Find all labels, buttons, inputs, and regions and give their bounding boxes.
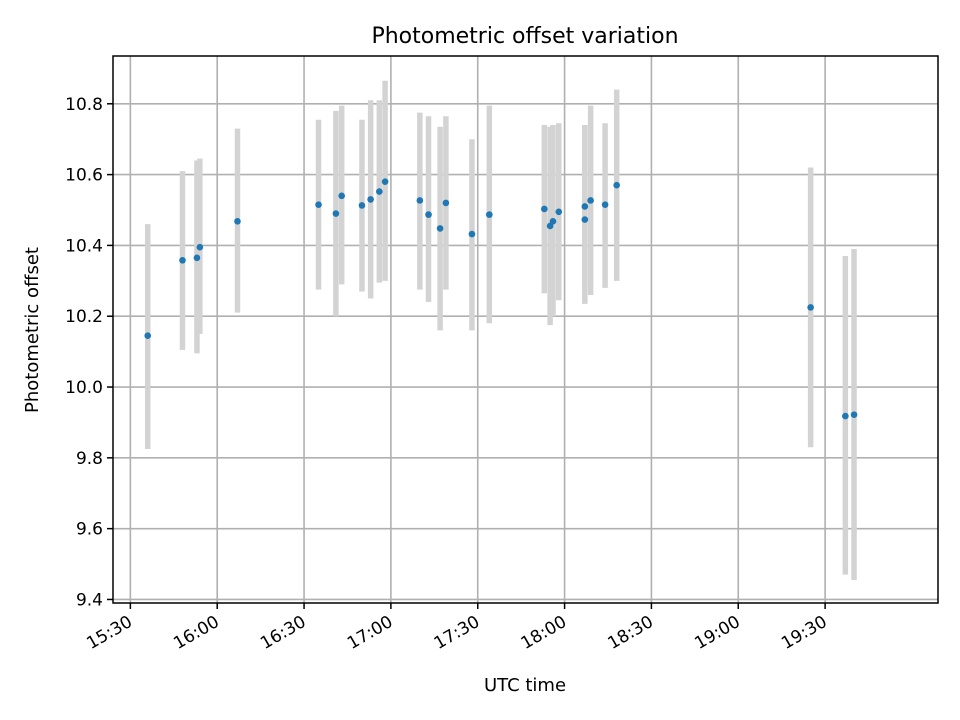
data-point xyxy=(581,216,589,223)
grid-lines xyxy=(113,56,938,603)
y-tick-label: 10.0 xyxy=(65,378,103,398)
y-tick-label: 9.8 xyxy=(76,449,103,469)
data-point xyxy=(179,256,186,264)
data-point xyxy=(486,211,493,218)
data-point xyxy=(541,205,548,213)
data-point xyxy=(613,181,620,189)
data-point xyxy=(425,211,432,218)
data-point xyxy=(381,178,389,185)
y-tick-label: 9.4 xyxy=(76,590,103,610)
data-point xyxy=(416,197,424,204)
data-point xyxy=(358,202,366,209)
data-point xyxy=(601,201,609,208)
data-point xyxy=(807,304,814,311)
data-point xyxy=(555,208,563,216)
data-point xyxy=(442,199,450,207)
y-axis-label: Photometric offset xyxy=(22,247,43,413)
y-tick-label: 10.6 xyxy=(65,166,103,186)
data-point xyxy=(376,188,383,195)
data-point xyxy=(842,412,849,420)
plot-frame xyxy=(112,55,939,604)
data-point xyxy=(587,197,594,204)
data-point xyxy=(193,254,201,262)
data-point xyxy=(581,203,589,210)
data-point xyxy=(315,201,322,208)
y-tick-label: 10.2 xyxy=(65,307,103,327)
data-point xyxy=(332,210,340,217)
x-axis-label: UTC time xyxy=(484,675,566,696)
data-point xyxy=(436,225,444,232)
data-point xyxy=(234,218,241,225)
data-points xyxy=(144,178,858,420)
data-point xyxy=(196,243,204,251)
data-point xyxy=(549,218,557,225)
chart-title: Photometric offset variation xyxy=(371,24,678,49)
data-point xyxy=(468,230,476,238)
y-tick-label: 9.6 xyxy=(76,520,103,540)
data-point xyxy=(338,192,345,200)
data-point xyxy=(850,411,858,418)
data-point xyxy=(367,196,374,203)
y-tick-label: 10.4 xyxy=(65,236,103,256)
data-point xyxy=(144,332,152,339)
y-tick-label: 10.8 xyxy=(65,95,103,115)
